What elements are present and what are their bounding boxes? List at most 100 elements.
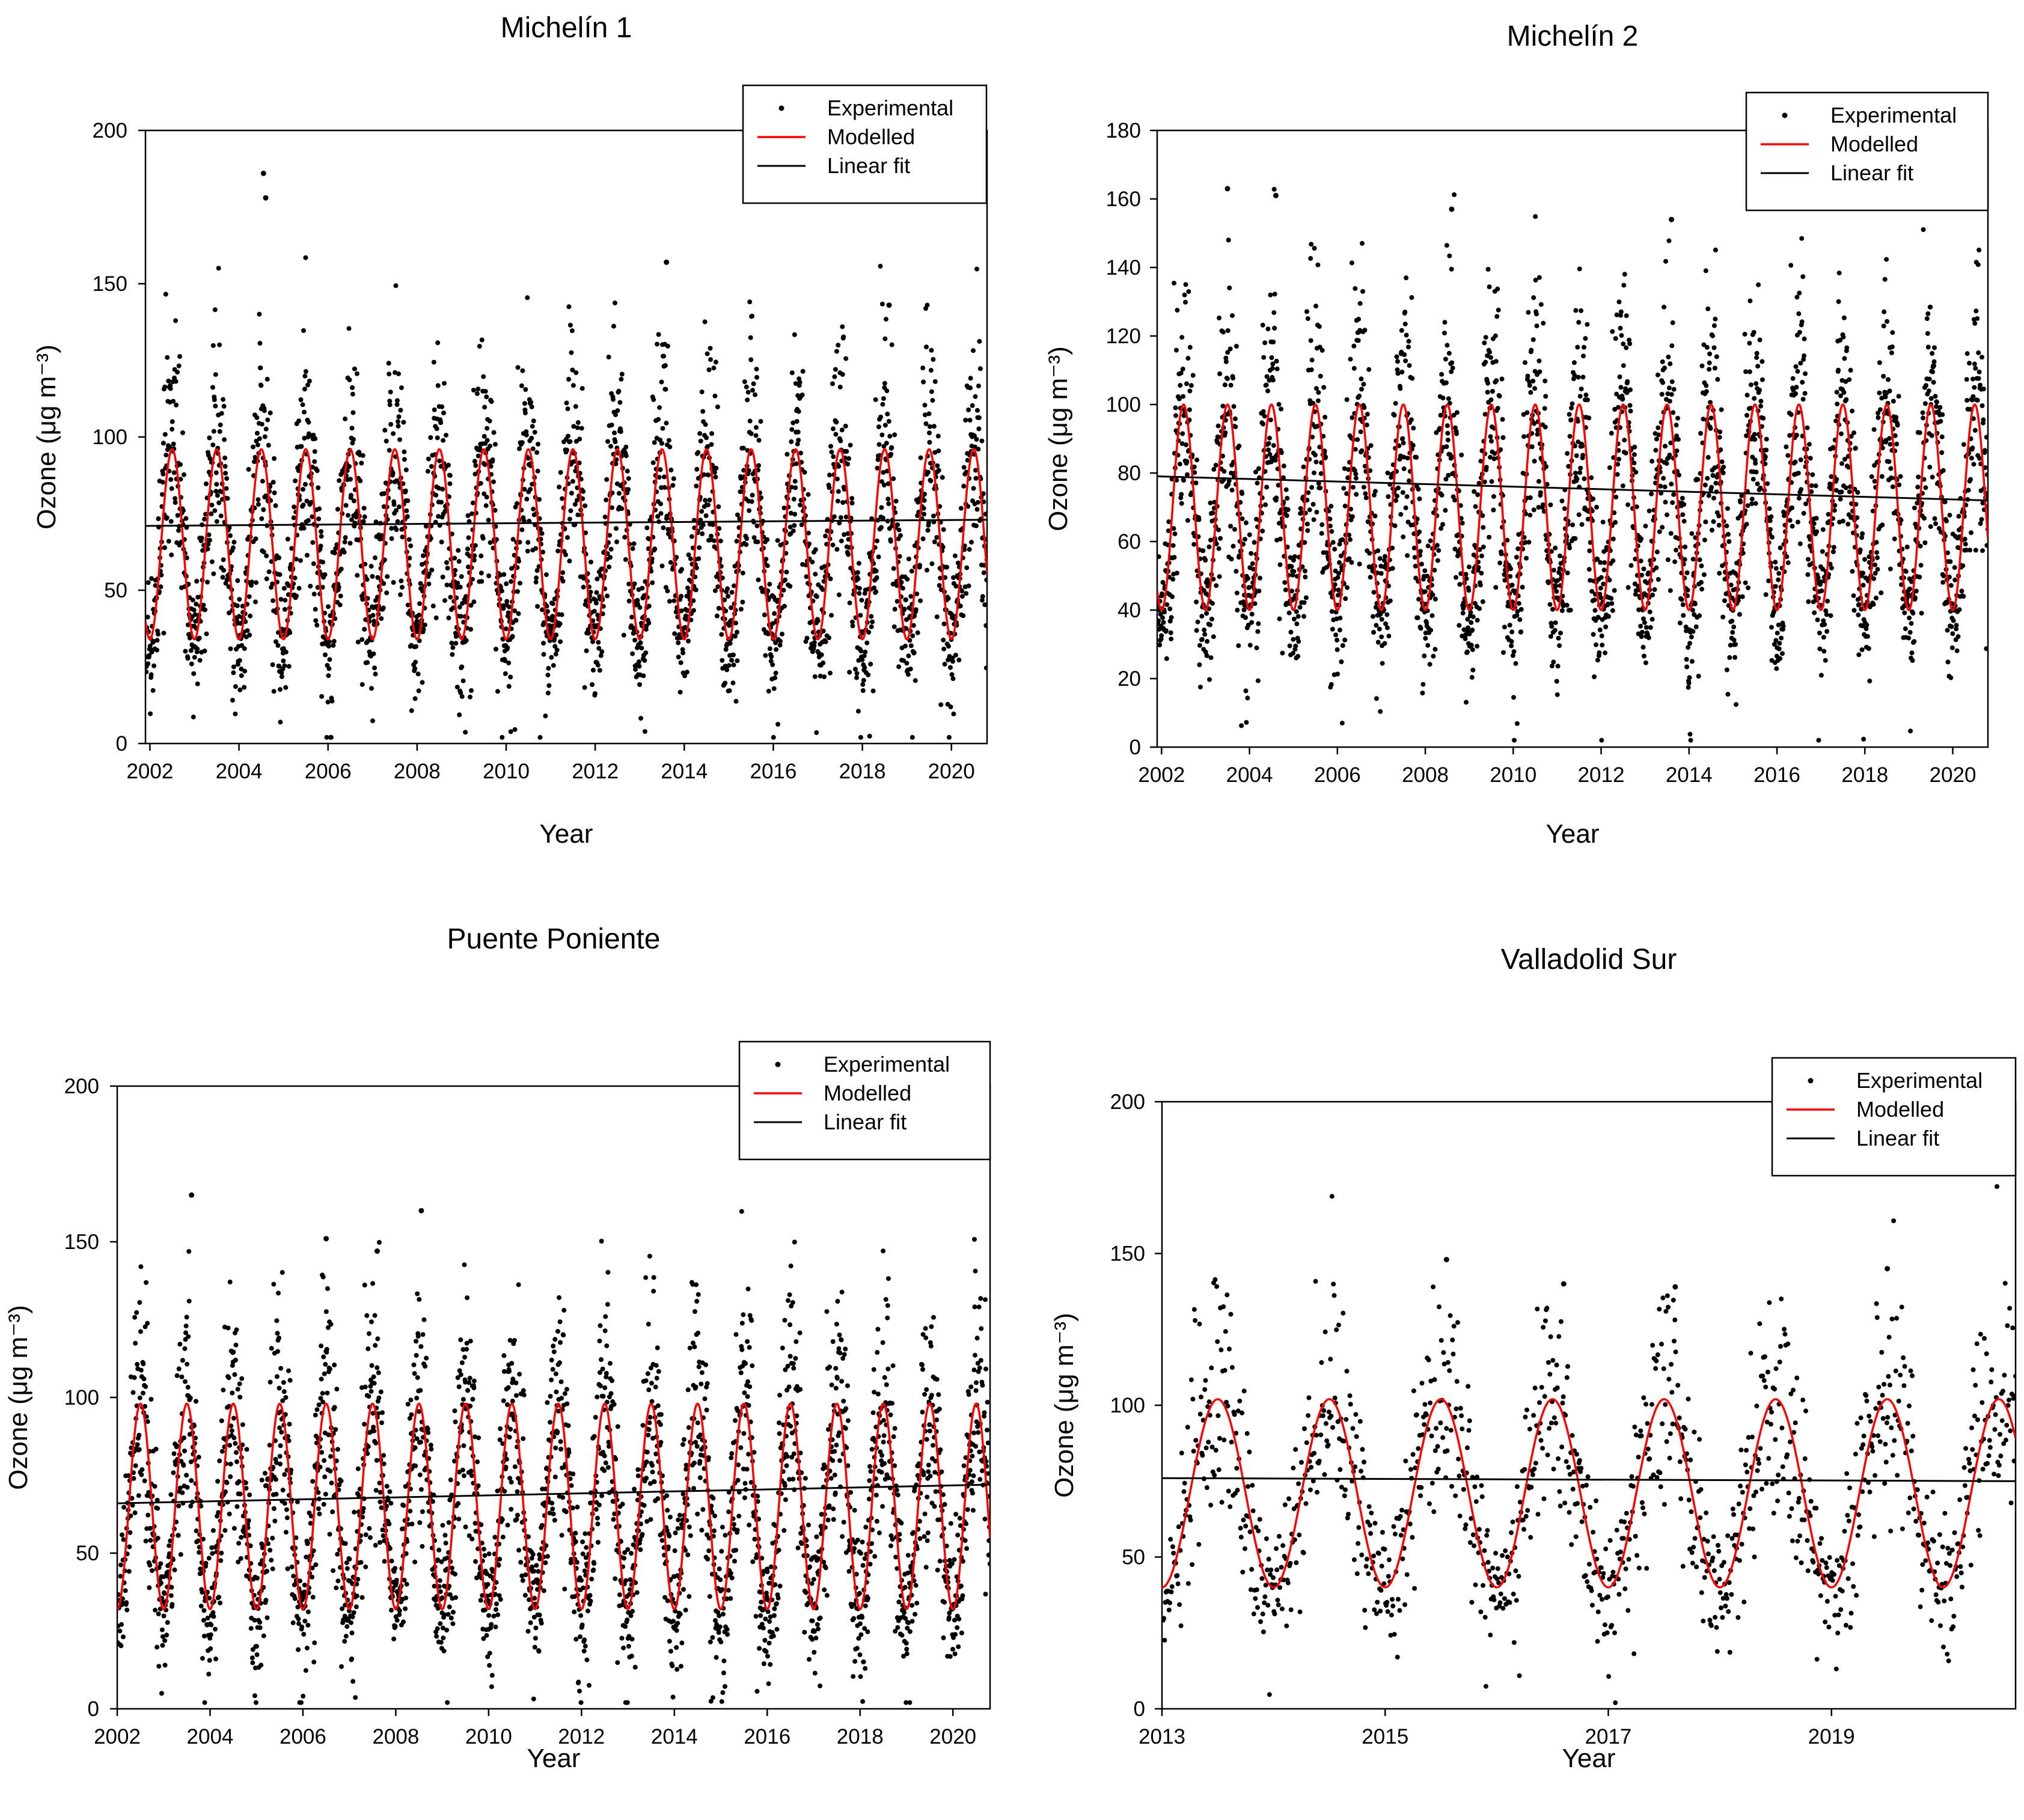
data-point: [1569, 405, 1574, 411]
data-point: [1432, 567, 1437, 573]
data-point: [1559, 608, 1565, 613]
data-point: [848, 442, 853, 448]
data-point: [264, 376, 270, 382]
data-point: [1401, 440, 1406, 445]
data-point: [1716, 522, 1722, 528]
data-point: [1710, 333, 1715, 338]
data-point: [406, 537, 412, 542]
data-point: [1666, 238, 1672, 243]
data-point: [439, 404, 445, 409]
data-point: [1640, 644, 1646, 650]
data-point: [301, 487, 305, 492]
data-point: [770, 662, 775, 667]
data-point: [604, 497, 609, 502]
data-point: [1657, 529, 1662, 534]
data-point: [1511, 649, 1517, 655]
data-point: [1609, 596, 1614, 601]
data-point: [164, 453, 169, 458]
data-point: [421, 553, 426, 558]
data-point: [279, 670, 284, 676]
data-point: [926, 520, 931, 525]
data-point: [480, 536, 486, 541]
data-point: [319, 529, 324, 534]
data-point: [1640, 629, 1645, 635]
data-point: [663, 386, 668, 392]
data-point: [1470, 647, 1475, 652]
data-point: [840, 371, 845, 377]
data-point: [1190, 373, 1196, 378]
data-point: [444, 433, 448, 438]
data-point: [272, 490, 277, 495]
data-point: [479, 579, 485, 584]
data-point: [1632, 444, 1637, 450]
data-point: [312, 449, 317, 454]
data-point: [964, 565, 970, 570]
data-point: [1713, 480, 1719, 486]
data-point: [885, 496, 891, 502]
data-point: [215, 493, 220, 498]
data-point: [1753, 460, 1758, 466]
data-point: [672, 631, 677, 637]
data-point: [384, 590, 390, 596]
data-point: [1466, 588, 1472, 593]
data-point: [729, 605, 734, 610]
data-point: [875, 465, 880, 471]
data-point: [700, 531, 705, 536]
data-point: [1531, 295, 1536, 301]
data-point: [523, 387, 528, 392]
data-point: [924, 344, 929, 350]
data-point: [947, 734, 952, 740]
data-point: [482, 462, 488, 467]
data-point: [1606, 614, 1611, 619]
data-point: [1317, 444, 1322, 450]
data-point: [560, 570, 566, 575]
data-point: [951, 711, 956, 716]
data-point: [1226, 237, 1231, 243]
legend-label: Experimental: [827, 96, 953, 120]
data-point: [1610, 558, 1616, 563]
y-tick-label: 60: [1117, 530, 1141, 554]
data-point: [567, 323, 573, 328]
data-point: [550, 614, 555, 619]
data-point: [1406, 344, 1411, 350]
data-point: [889, 445, 894, 450]
data-point: [655, 514, 661, 519]
data-point: [1670, 500, 1675, 505]
data-point: [1707, 360, 1712, 365]
data-point: [655, 341, 660, 347]
data-point: [1321, 385, 1327, 390]
data-point: [1514, 612, 1520, 618]
data-point: [162, 432, 168, 437]
data-point: [1328, 504, 1334, 509]
data-point: [156, 632, 161, 637]
data-point: [456, 548, 461, 553]
data-point: [592, 608, 597, 614]
data-point: [150, 688, 156, 693]
data-point: [1512, 737, 1517, 743]
data-point: [558, 470, 563, 475]
data-point: [758, 419, 763, 424]
data-point: [741, 445, 746, 451]
data-point: [1669, 392, 1674, 397]
data-point: [1634, 504, 1639, 510]
data-point: [1482, 340, 1487, 346]
data-point: [1401, 466, 1407, 471]
data-point: [1291, 617, 1297, 621]
data-point: [1358, 429, 1363, 435]
data-point: [714, 465, 719, 471]
data-point: [249, 579, 254, 585]
data-point: [1286, 610, 1292, 615]
data-point: [1612, 588, 1617, 593]
data-point: [1241, 599, 1246, 605]
data-point: [1660, 359, 1665, 364]
data-point: [885, 481, 891, 486]
data-point: [350, 385, 355, 390]
data-point: [1274, 495, 1279, 501]
data-point: [1393, 498, 1399, 503]
data-point: [1313, 459, 1319, 465]
data-point: [797, 380, 803, 385]
data-point: [892, 432, 897, 438]
data-point: [1274, 366, 1280, 371]
data-point: [204, 631, 209, 637]
data-point: [850, 619, 855, 624]
